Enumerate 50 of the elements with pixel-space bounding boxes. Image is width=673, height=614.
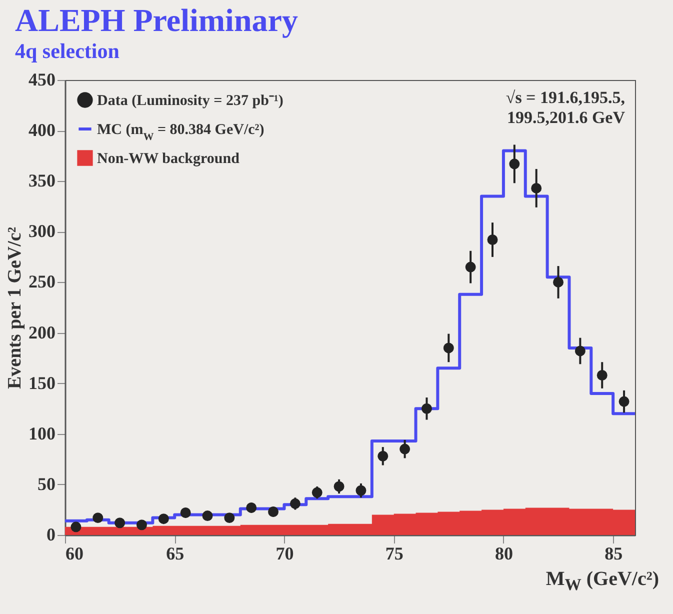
- x-tick-label: 85: [604, 544, 623, 564]
- point: [356, 485, 366, 496]
- point: [421, 403, 432, 414]
- point: [618, 396, 630, 407]
- point: [70, 522, 82, 532]
- x-tick-label: 60: [66, 544, 84, 564]
- y-tick-label: 450: [28, 70, 56, 90]
- x-tick-label: 65: [166, 544, 184, 564]
- y-tick-label: 300: [28, 221, 56, 242]
- x-axis-title: M$_{W}$ (GeV/c²): [544, 568, 660, 595]
- legend-label: Non-WW background: [97, 151, 240, 167]
- x-tick-label: 70: [276, 544, 294, 564]
- legend-label: MC (m$_{W}$ = 80.384 GeV/c²): [97, 122, 264, 142]
- point: [465, 262, 476, 272]
- y-tick-label: 150: [28, 372, 56, 393]
- point: [574, 346, 586, 356]
- point: [334, 481, 344, 492]
- point: [312, 487, 322, 498]
- chart-subtitle: 4q selection: [15, 39, 120, 63]
- y-tick-label: 400: [28, 120, 56, 140]
- y-tick-label: 0: [46, 524, 56, 544]
- y-tick-label: 200: [28, 322, 56, 342]
- point: [202, 510, 213, 522]
- y-tick-label: 350: [28, 170, 56, 191]
- point: [136, 520, 147, 530]
- point: [443, 342, 454, 354]
- point: [268, 506, 279, 517]
- point: [158, 514, 169, 524]
- y-tick-label: 100: [28, 423, 56, 444]
- x-tick-label: 80: [494, 544, 513, 564]
- point: [246, 502, 257, 513]
- point: [290, 498, 300, 509]
- legend-label: Data (Luminosity = 237 pb⁻¹): [97, 93, 284, 109]
- annotation: √s = 191.6,195.5, 199.5,201.6 GeV: [506, 88, 626, 127]
- point: [180, 508, 191, 518]
- point: [509, 158, 520, 170]
- point: [400, 444, 410, 454]
- point: [487, 234, 498, 245]
- point: [92, 512, 104, 524]
- y-axis-title: Events per 1 GeV/c²: [4, 226, 26, 390]
- y-tick-label: 50: [38, 474, 56, 494]
- y-tick-label: 250: [28, 272, 56, 292]
- chart-title: ALEPH Preliminary: [15, 2, 298, 38]
- point: [596, 370, 608, 380]
- point: [531, 182, 542, 194]
- point: [114, 518, 126, 528]
- point: [553, 276, 564, 288]
- x-tick-label: 75: [385, 544, 404, 564]
- point: [224, 512, 235, 524]
- point: [378, 450, 388, 462]
